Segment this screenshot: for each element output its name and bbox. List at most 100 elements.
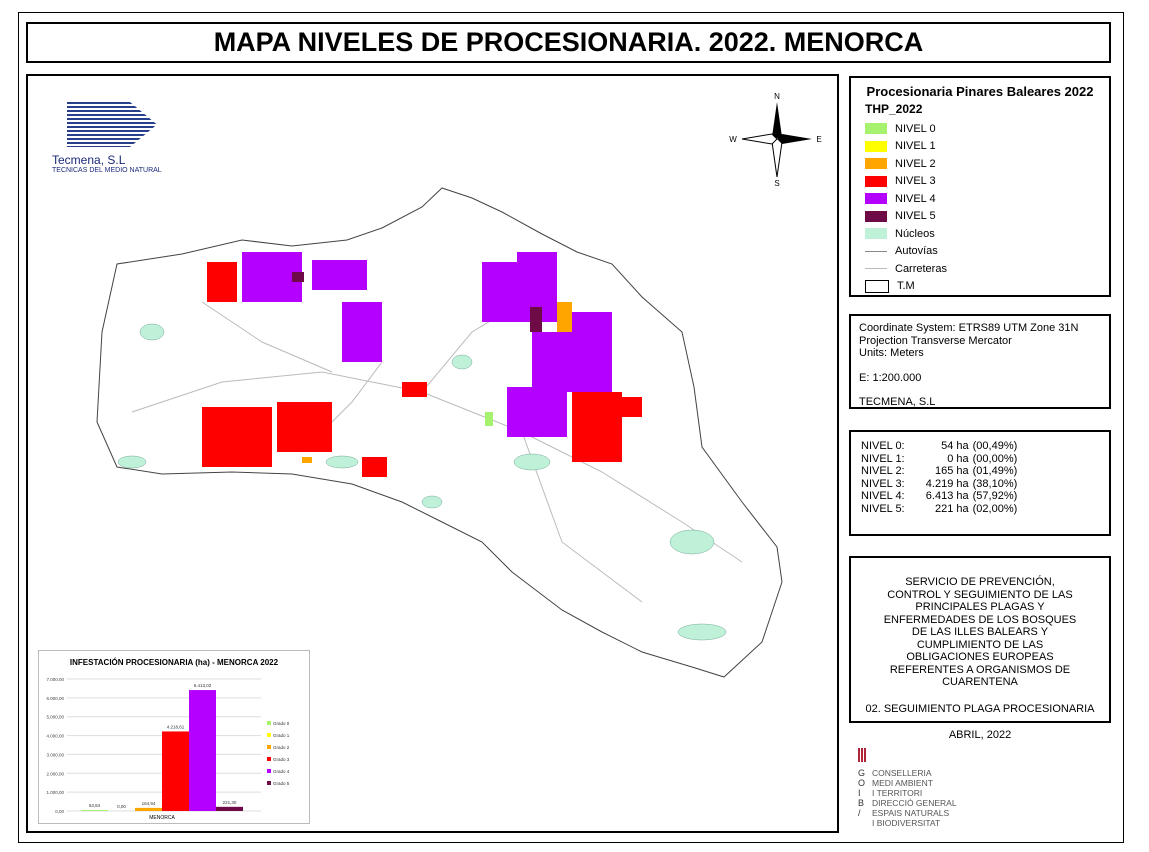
color-swatch [865, 158, 887, 170]
logo-graphic [67, 102, 157, 147]
y-tick-label: 5.000,00 [46, 715, 64, 720]
legend-item: Núcleos [865, 225, 1099, 243]
bar [189, 690, 216, 811]
stats-level: NIVEL 0: [861, 440, 905, 452]
goib-emblem [858, 748, 866, 762]
goib-letter: / [858, 808, 861, 818]
goib-row: I BIODIVERSITAT [858, 818, 957, 828]
stats-ha: 165 ha [934, 465, 969, 477]
goib-row: / ESPAIS NATURALS [858, 808, 957, 818]
logo-name: Tecmena, S.L [52, 153, 126, 167]
compass-rose: N S W E [729, 92, 821, 188]
color-swatch [865, 123, 887, 135]
data-label: 6.413,02 [194, 683, 212, 688]
compass-s: S [774, 179, 779, 188]
color-swatch [865, 193, 887, 205]
compass-n: N [774, 92, 780, 101]
legend-entry: Grado 5 [273, 781, 290, 786]
stats-row: NIVEL 0: 54 ha (00,49%) [859, 440, 1019, 453]
color-swatch [865, 140, 887, 152]
y-tick-label: 0,00 [55, 809, 64, 814]
stats-level: NIVEL 1: [861, 452, 905, 465]
stats-ha: 6.413 ha [925, 490, 969, 502]
legend-label: Autovías [895, 245, 938, 258]
coord-system: Coordinate System: ETRS89 UTM Zone 31N [859, 322, 1079, 334]
stats-pct: (57,92%) [972, 490, 1018, 502]
coordinate-info: Coordinate System: ETRS89 UTM Zone 31N P… [849, 314, 1111, 409]
goib-letter: O [858, 778, 866, 788]
legend-swatch [267, 769, 271, 773]
legend-label: NIVEL 1 [895, 140, 936, 153]
island-map: N S W E [96, 92, 822, 678]
chart-svg: INFESTACIÓN PROCESIONARIA (ha) - MENORCA… [46, 658, 290, 821]
stats-level: NIVEL 2: [861, 465, 905, 477]
legend-item: Autovías [865, 243, 1099, 261]
legend-item: NIVEL 4 [865, 190, 1099, 208]
bar [135, 807, 162, 811]
legend-item: T.M [865, 278, 1099, 296]
page-title: MAPA NIVELES DE PROCESIONARIA. 2022. MEN… [26, 22, 1111, 63]
legend-item: NIVEL 2 [865, 155, 1099, 173]
goib-letter: I [858, 788, 861, 798]
color-swatch [865, 175, 887, 187]
stats-pct: (02,00%) [972, 502, 1018, 515]
goib-line: I TERRITORI [872, 788, 923, 798]
data-label: 164,94 [142, 801, 156, 806]
goib-row: B DIRECCIÓ GENERAL [858, 798, 957, 808]
legend-item: Carreteras [865, 260, 1099, 278]
stats-pct: (38,10%) [972, 477, 1018, 490]
category-label: MENORCA [149, 815, 175, 821]
data-label: 53,84 [89, 803, 101, 808]
legend-swatch [267, 757, 271, 761]
goib-row: G CONSELLERIA [858, 768, 957, 778]
stats-level: NIVEL 4: [861, 490, 905, 502]
legend-swatch [267, 781, 271, 785]
stats-pct: (00,49%) [972, 440, 1018, 452]
goib-logo: G CONSELLERIA O MEDI AMBIENT I I TERRITORI B DI… [858, 748, 957, 828]
legend-entry: Grado 2 [273, 745, 290, 750]
island-outline [96, 187, 783, 678]
legend-label: NIVEL 0 [895, 122, 936, 135]
legend-label: NIVEL 5 [895, 210, 936, 223]
stats-pct: (00,00%) [972, 452, 1018, 465]
goib-row: O MEDI AMBIENT [858, 778, 957, 788]
legend-subtitle: THP_2022 [865, 102, 923, 116]
legend-label: T.M [897, 280, 915, 293]
legend-swatch [267, 721, 271, 725]
y-tick-label: 1.000,00 [46, 790, 64, 795]
legend-entry: Grado 3 [273, 757, 290, 762]
stats-row: NIVEL 2: 165 ha (01,49%) [859, 465, 1019, 478]
stats-row: NIVEL 4: 6.413 ha (57,92%) [859, 490, 1019, 503]
compass-w: W [729, 135, 737, 144]
stats-level: NIVEL 5: [861, 502, 905, 515]
legend-item: NIVEL 3 [865, 173, 1099, 191]
goib-letter [858, 818, 872, 828]
legend-swatch [267, 745, 271, 749]
goib-line: MEDI AMBIENT [872, 778, 933, 788]
data-label: 0,00 [117, 804, 126, 809]
legend-entry: Grado 4 [273, 769, 290, 774]
data-label: 4.218,61 [167, 724, 185, 729]
logo-subtitle: TECNICAS DEL MEDIO NATURAL [52, 167, 162, 174]
legend-label: NIVEL 2 [895, 157, 936, 170]
line-swatch [865, 268, 887, 270]
legend: Procesionaria Pinares Baleares 2022 THP_… [849, 76, 1111, 297]
y-tick-label: 3.000,00 [46, 752, 64, 757]
units: Units: Meters [859, 347, 924, 359]
legend-swatch [267, 733, 271, 737]
y-tick-label: 4.000,00 [46, 734, 64, 739]
legend-item: NIVEL 5 [865, 208, 1099, 226]
service-info: SERVICIO DE PREVENCIÓN, CONTROL Y SEGUIM… [849, 556, 1111, 741]
line-swatch [865, 250, 887, 252]
goib-line: DIRECCIÓ GENERAL [872, 798, 957, 808]
goib-letter: G [858, 768, 866, 778]
legend-label: NIVEL 4 [895, 192, 936, 205]
stats-row: NIVEL 3: 4.219 ha (38,10%) [859, 478, 1019, 491]
color-swatch [865, 210, 887, 222]
y-tick-label: 6.000,00 [46, 696, 64, 701]
stats-ha: 54 ha [941, 440, 969, 452]
legend-entry: Grado 0 [273, 721, 290, 726]
stats-row: NIVEL 1: 0 ha (00,00%) [859, 453, 1019, 466]
stats-ha: 0 ha [947, 452, 969, 465]
legend-label: NIVEL 3 [895, 175, 936, 188]
